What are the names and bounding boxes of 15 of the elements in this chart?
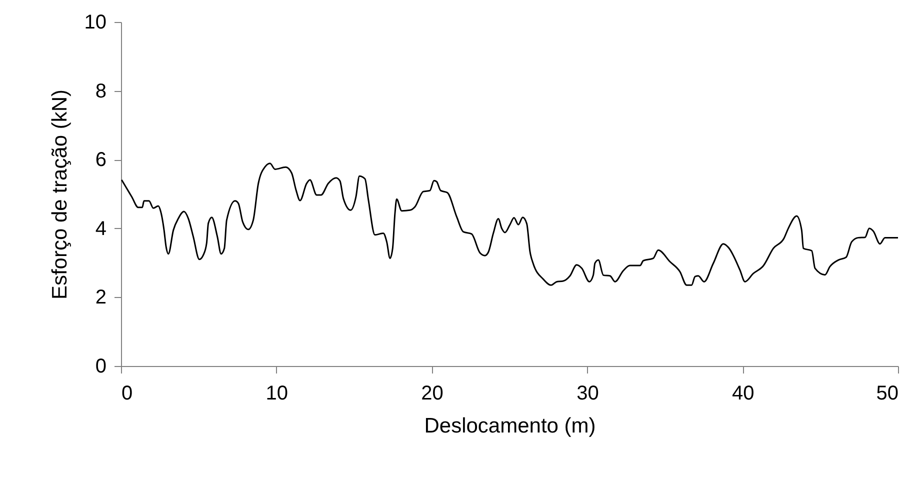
y-tick-label: 2 xyxy=(95,286,106,309)
x-tick-label: 20 xyxy=(421,382,444,404)
line-series xyxy=(121,162,898,286)
x-tick-label: 50 xyxy=(876,382,898,404)
y-tick-label: 6 xyxy=(95,149,106,172)
y-tick-label: 4 xyxy=(95,218,106,240)
y-tick-label: 8 xyxy=(95,80,106,102)
y-tick-label: 10 xyxy=(84,12,106,34)
x-tick-label: 0 xyxy=(122,382,133,404)
x-axis-title: Deslocamento (m) xyxy=(424,414,596,438)
y-axis-title: Esforço de tração (kN) xyxy=(48,89,72,300)
y-tick-label: 0 xyxy=(95,356,106,378)
x-tick-label: 10 xyxy=(266,382,288,404)
x-tick-label: 40 xyxy=(732,382,754,404)
x-tick-label: 30 xyxy=(576,382,599,404)
